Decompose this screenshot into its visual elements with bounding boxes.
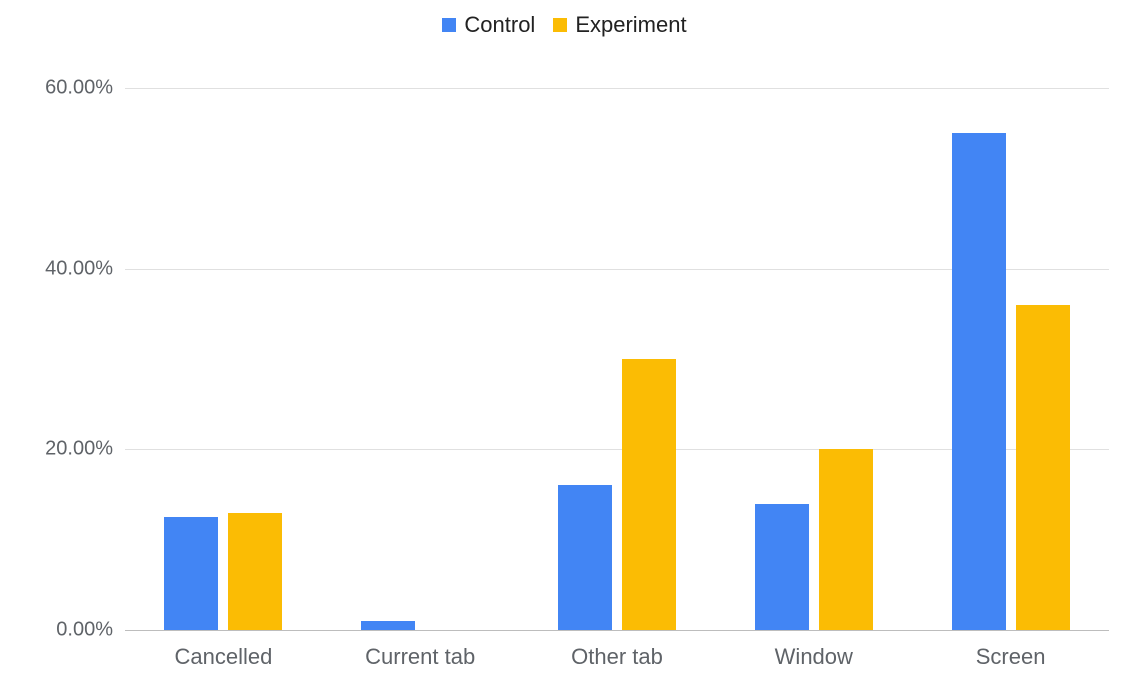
- bar-experiment-other-tab: [622, 359, 676, 630]
- legend-swatch-icon: [553, 18, 567, 32]
- x-axis-baseline: [125, 630, 1109, 631]
- x-tick-label: Other tab: [571, 644, 663, 670]
- chart-container: ControlExperiment 0.00%20.00%40.00%60.00…: [0, 0, 1129, 682]
- chart-legend: Control Experiment: [0, 12, 1129, 38]
- bar-control-screen: [952, 133, 1006, 630]
- y-tick-label: 20.00%: [45, 438, 113, 461]
- y-tick-label: 60.00%: [45, 77, 113, 100]
- legend-label: Experiment: [575, 12, 686, 38]
- y-tick-label: 40.00%: [45, 257, 113, 280]
- bar-control-window: [755, 504, 809, 630]
- bar-experiment-window: [819, 449, 873, 630]
- legend-item-control: Control: [442, 12, 535, 38]
- bar-experiment-cancelled: [228, 513, 282, 630]
- legend-label: Control: [464, 12, 535, 38]
- bar-experiment-screen: [1016, 305, 1070, 630]
- x-tick-label: Window: [775, 644, 853, 670]
- x-tick-label: Screen: [976, 644, 1046, 670]
- gridline: [125, 88, 1109, 89]
- bar-control-current-tab: [361, 621, 415, 630]
- bar-control-other-tab: [558, 485, 612, 630]
- bar-control-cancelled: [164, 517, 218, 630]
- x-tick-label: Current tab: [365, 644, 475, 670]
- plot-area: 0.00%20.00%40.00%60.00%CancelledCurrent …: [125, 88, 1109, 630]
- legend-swatch-icon: [442, 18, 456, 32]
- x-tick-label: Cancelled: [174, 644, 272, 670]
- legend-item-experiment: Experiment: [553, 12, 686, 38]
- y-tick-label: 0.00%: [56, 619, 113, 642]
